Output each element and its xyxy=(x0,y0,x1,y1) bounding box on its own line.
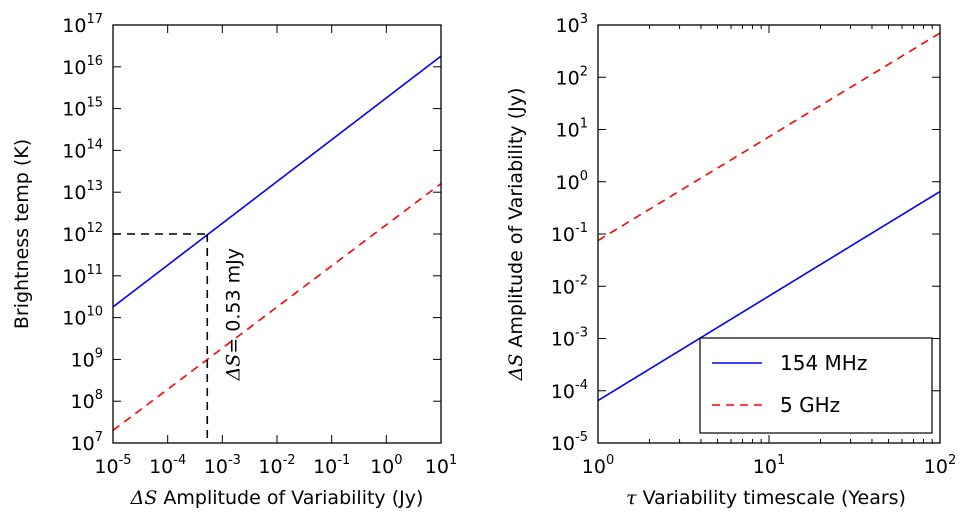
annotation-threshold: ΔS= 0.53 mJy xyxy=(113,233,244,443)
right-series-solid xyxy=(598,190,940,402)
right-y-tick-label: 100 xyxy=(556,169,588,194)
left-x-axis-label: ΔS Amplitude of Variability (Jy) xyxy=(130,487,424,509)
left-chart: ΔS= 0.53 mJy 10-5 10-4 10-3 10-2 10-1 100 1011… xyxy=(11,12,457,509)
legend-label-154mhz: 154 MHz xyxy=(780,351,867,375)
right-x-axis-label: τ Variability timescale (Years) xyxy=(626,487,906,509)
left-y-tick-label: 1012 xyxy=(62,221,103,246)
left-y-tick-label: 1017 xyxy=(62,12,103,37)
right-x-tick-label: 101 xyxy=(753,453,785,478)
right-y-tick-label: 10-4 xyxy=(551,378,588,403)
legend: 154 MHz 5 GHz xyxy=(699,337,933,434)
legend-label-5ghz: 5 GHz xyxy=(780,393,840,417)
left-y-tick-label: 1010 xyxy=(62,305,103,330)
left-y-tick-label: 108 xyxy=(71,388,103,413)
right-y-tick-label: 10-2 xyxy=(551,273,588,298)
annotation-label: ΔS= 0.53 mJy xyxy=(222,248,244,381)
left-x-tick-label: 10-4 xyxy=(149,453,186,478)
right-y-tick-label: 10-3 xyxy=(551,326,588,351)
left-plot-area xyxy=(113,25,441,443)
right-y-tick-label: 102 xyxy=(556,64,588,89)
left-y-tick-label: 1013 xyxy=(62,179,103,204)
left-x-tick-label: 10-5 xyxy=(94,453,131,478)
right-y-tick-label: 10-1 xyxy=(551,221,588,246)
left-y-tick-label: 109 xyxy=(71,346,103,371)
right-x-tick-label: 102 xyxy=(924,453,956,478)
right-x-tick-label: 100 xyxy=(582,453,614,478)
left-x-tick-label: 10-1 xyxy=(313,453,350,478)
left-y-tick-label: 1011 xyxy=(62,263,103,288)
right-chart: 100 101 102 10-5 10-4 10-3 10-2 10-1 100 101 102 10… xyxy=(505,12,956,509)
left-y-tick-label: 107 xyxy=(71,430,103,455)
left-series-dashed xyxy=(113,183,441,432)
left-y-tick-label: 1015 xyxy=(62,96,103,121)
right-y-tick-label: 101 xyxy=(556,117,588,142)
right-y-axis-label: ΔS Amplitude of Variability (Jy) xyxy=(505,88,527,382)
left-x-tick-label: 100 xyxy=(370,453,402,478)
left-series-solid xyxy=(113,55,441,308)
left-y-axis-label: Brightness temp (K) xyxy=(11,139,33,329)
legend-box xyxy=(699,337,933,434)
right-series-dashed xyxy=(598,32,940,242)
left-y-tick-label: 1014 xyxy=(62,137,103,162)
left-x-tick-label: 10-3 xyxy=(204,453,241,478)
right-y-tick-label: 10-5 xyxy=(551,430,588,455)
right-y-tick-label: 103 xyxy=(556,12,588,37)
left-x-tick-label: 10-2 xyxy=(258,453,295,478)
left-y-tick-label: 1016 xyxy=(62,54,103,79)
left-x-tick-label: 101 xyxy=(425,453,457,478)
